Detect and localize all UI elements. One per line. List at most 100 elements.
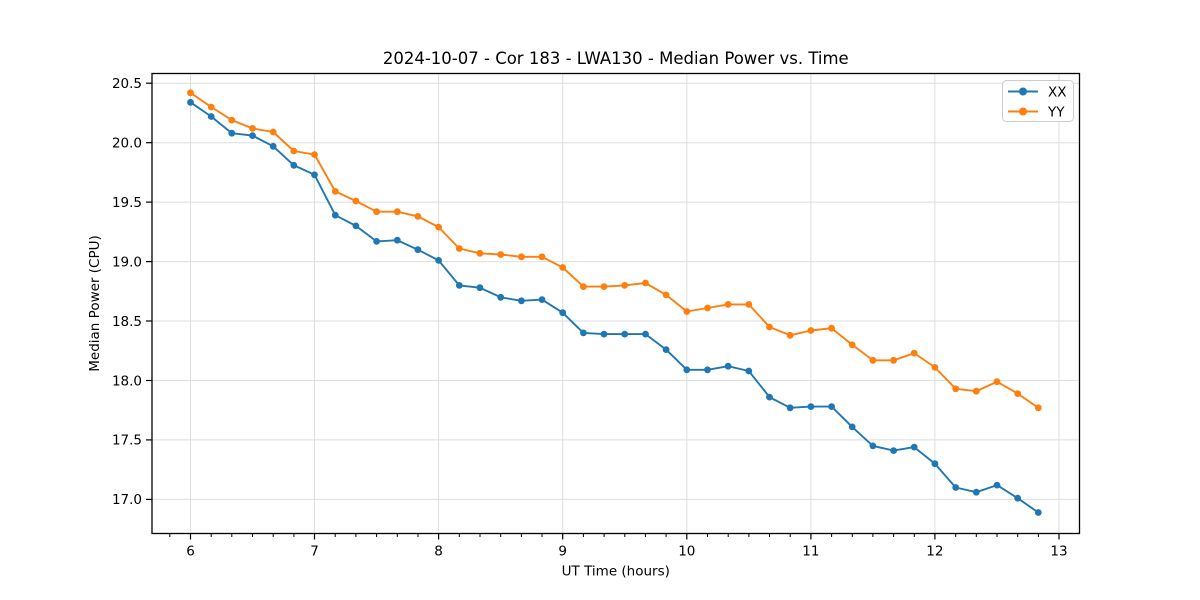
axes-tick-layer: 6 7 8 9 10 11 12 13 17.0 17.5 18.0 18.5 19.0 19.5 20.0… [112,76,1068,560]
series-xx-marker [662,346,670,353]
series-xx-marker [869,442,877,450]
series-yy-marker [311,151,318,159]
series-yy-marker [455,245,463,252]
series-xx-marker [249,132,256,140]
series-xx-marker [807,403,815,410]
series-yy-marker [269,128,277,136]
series-xx-marker [559,309,567,317]
series-yy-marker [745,301,753,308]
series-yy-marker [559,264,567,271]
series-xx-marker [352,222,360,230]
series-yy-marker [435,223,442,231]
series-xx-marker [331,211,339,219]
series-yy-marker [518,253,525,261]
legend-label-yy: YY [1047,105,1065,121]
series-yy-marker [993,378,1001,386]
series-xx-marker [393,236,401,244]
legend: XX YY [1002,80,1074,122]
series-xx-marker [745,367,753,375]
x-tick-label: 13 [1050,544,1067,560]
series-xx-marker [642,330,649,338]
x-tick-label: 8 [434,544,443,560]
series-yy-line [189,92,1039,409]
y-tick-label: 20.5 [112,76,142,92]
series-xx-marker [910,443,918,451]
series-yy-marker [621,282,629,289]
series-yy-marker [580,283,587,290]
series-yy-marker [352,197,360,205]
series-yy-marker [724,301,732,308]
series-yy-marker [828,324,835,332]
legend-sample-marker-xx [1019,87,1027,96]
y-tick-label: 19.0 [112,254,142,270]
y-axis-label: Median Power (CPU) [87,235,103,371]
series-xx-marker [518,297,525,305]
series-yy-marker [704,304,711,312]
series-xx-marker [993,481,1001,489]
series-yy-marker [207,103,215,111]
series-xx-marker [766,393,773,401]
series-yy-marker [910,349,918,357]
series-yy-marker [290,147,298,155]
series-xx-marker [414,246,422,254]
series-layer [187,89,1042,516]
series-yy-marker [331,188,339,195]
series-yy-marker [952,385,960,393]
series-yy-marker [228,116,236,124]
series-yy-marker [414,213,422,220]
x-tick-label: 12 [926,544,943,560]
series-yy-marker [642,279,649,287]
series-yy-marker [662,291,670,299]
series-xx-line [189,101,1039,514]
series-yy-marker [373,208,380,216]
series-xx-marker [580,329,587,337]
series-xx-marker [538,296,546,303]
series-yy-marker [869,356,877,364]
series-xx-marker [786,404,794,412]
y-tick-label: 17.0 [112,492,142,508]
series-xx-marker [455,282,463,289]
series-yy-marker [807,327,815,334]
series-xx-marker [600,330,608,338]
series-yy-marker [497,251,505,258]
series-xx-marker [704,366,711,374]
series-xx-marker [828,403,835,410]
series-xx-marker [435,257,442,264]
series-xx-marker [683,366,691,374]
series-yy-marker [848,341,856,349]
series-xx-marker [476,284,484,292]
y-tick-label: 20.0 [112,136,142,152]
y-tick-label: 19.5 [112,195,142,211]
grid-layer [152,73,1080,534]
series-xx-marker [890,447,897,454]
series-xx-marker [269,142,277,150]
legend-label-xx: XX [1048,85,1067,101]
series-xx-marker [931,460,939,468]
x-tick-label: 6 [186,544,195,560]
series-yy-marker [972,387,980,395]
series-yy-marker [890,356,897,364]
series-xx-marker [621,330,629,338]
series-yy-marker [766,323,773,331]
y-tick-label: 17.5 [112,433,142,449]
series-yy-marker [600,283,608,290]
series-yy-marker [249,124,256,132]
series-yy-marker [187,89,194,97]
series-yy-marker [931,364,939,371]
series-xx-marker [1014,494,1022,502]
legend-sample-marker-yy [1019,107,1027,116]
series-xx-marker [497,293,505,301]
series-yy-marker [538,253,546,261]
series-xx-marker [724,362,732,370]
series-yy-marker [476,249,484,257]
series-yy-marker [1034,404,1042,412]
series-xx-marker [187,98,194,106]
series-xx-marker [311,171,318,179]
chart-title: 2024-10-07 - Cor 183 - LWA130 - Median P… [383,49,849,68]
x-tick-label: 7 [310,544,319,560]
series-xx-marker [1034,509,1042,516]
x-tick-label: 11 [802,544,819,560]
series-xx-marker [373,238,380,245]
